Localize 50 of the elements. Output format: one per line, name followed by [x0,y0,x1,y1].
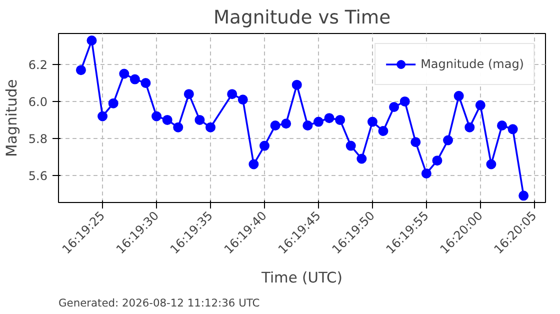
point [248,159,259,170]
point [227,89,238,100]
y-axis-title: Magnitude [3,79,20,157]
point [508,124,518,134]
point [518,190,529,201]
point [206,122,216,132]
point [76,65,86,76]
point [119,68,130,79]
point [86,36,97,46]
point [173,122,184,132]
point [184,89,194,100]
point [259,140,270,151]
point [443,135,454,146]
point [238,94,248,105]
point [389,102,400,112]
point [335,114,346,125]
point [378,126,388,136]
y-tick-label: 5.8 [28,132,48,146]
x-axis-title: Time (UTC) [260,270,343,287]
point [475,100,486,110]
point [324,113,334,124]
point [432,156,442,166]
point [367,116,378,127]
chart-title: Magnitude vs Time [213,8,391,28]
point [140,78,151,88]
point [108,98,118,108]
point [292,80,302,90]
y-tick-label: 5.6 [28,168,48,183]
point [194,114,205,125]
point [410,137,421,148]
point [162,114,172,125]
point [270,120,280,130]
point [464,122,475,132]
point [486,159,496,170]
y-tick-label: 6.0 [28,94,48,109]
point [497,120,508,130]
point [356,154,367,164]
point [152,111,162,122]
point [302,120,313,130]
point [98,111,108,122]
point [421,168,432,178]
point [313,116,324,127]
point [130,74,140,84]
point [281,118,292,129]
point [400,96,410,106]
legend-label: Magnitude (mag) [420,57,524,71]
point [346,140,356,151]
point [454,90,464,101]
text: Generated: 2026-08-12 11:12:36 UTC [58,296,260,310]
y-tick-label: 6.2 [28,58,48,72]
